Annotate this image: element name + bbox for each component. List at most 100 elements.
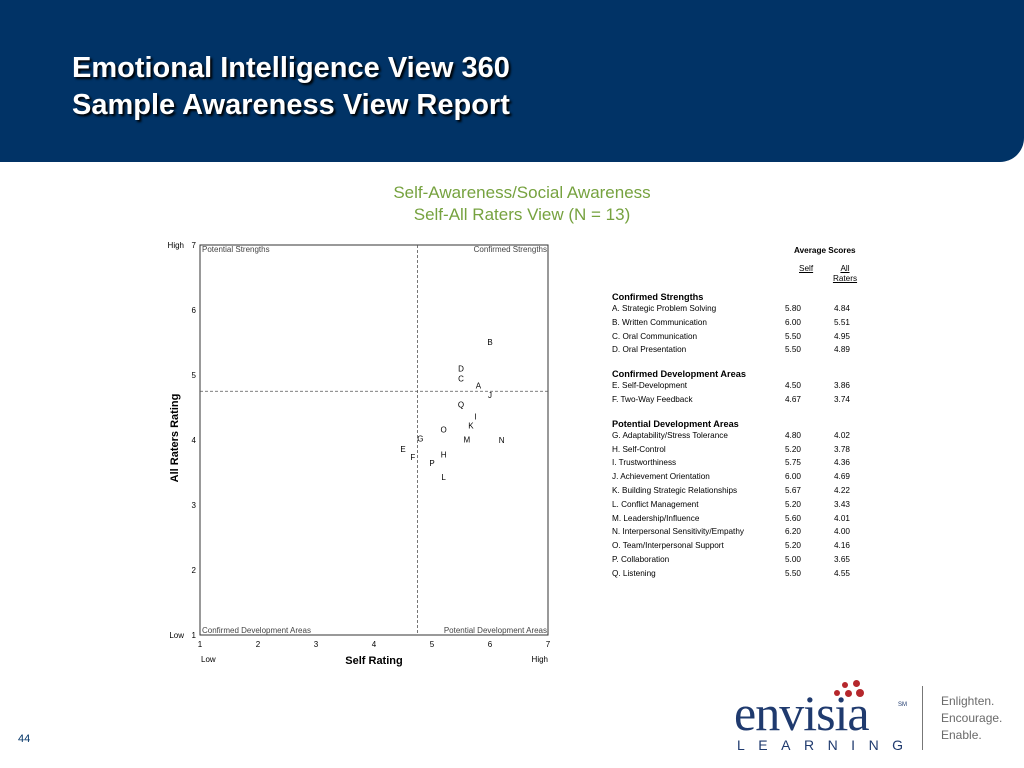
- row-all-raters-score: 4.01: [834, 513, 850, 523]
- tagline-line-1: Enlighten.: [941, 694, 995, 708]
- row-all-raters-score: 4.95: [834, 331, 850, 341]
- table-row: D. Oral Presentation 5.50 4.89: [612, 345, 872, 357]
- table-row: P. Collaboration 5.00 3.65: [612, 555, 872, 567]
- data-point-label: N: [499, 436, 505, 445]
- row-self-score: 5.60: [785, 513, 801, 523]
- row-self-score: 6.00: [785, 472, 801, 482]
- row-all-raters-score: 3.74: [834, 395, 850, 404]
- y-low-label: Low: [169, 631, 184, 640]
- row-all-raters-score: 5.51: [834, 317, 850, 327]
- y-tick-label: 3: [192, 501, 197, 510]
- x-axis-title: Self Rating: [345, 655, 402, 667]
- row-self-score: 5.50: [785, 345, 801, 355]
- y-tick-label: 5: [192, 371, 197, 380]
- quadrant-label-bottom-left: Confirmed Development Areas: [202, 626, 311, 635]
- table-row: O. Team/Interpersonal Support 5.20 4.16: [612, 541, 872, 553]
- column-header-all-line1: All: [840, 264, 850, 273]
- row-all-raters-score: 4.69: [834, 472, 850, 482]
- y-tick-label: 2: [192, 566, 197, 575]
- quadrant-label-top-right: Confirmed Strengths: [474, 245, 547, 254]
- y-tick-label: 4: [192, 436, 197, 445]
- row-label: I. Trustworthiness: [612, 458, 677, 468]
- x-high-label: High: [532, 655, 548, 664]
- logo-divider: [922, 686, 923, 750]
- row-label: D. Oral Presentation: [612, 345, 687, 355]
- column-header-all-line2: Raters: [832, 274, 858, 283]
- row-self-score: 5.50: [785, 568, 801, 578]
- row-self-score: 5.20: [785, 499, 801, 509]
- row-self-score: 5.67: [785, 486, 801, 495]
- table-heading: Average Scores: [794, 246, 856, 255]
- x-tick-label: 5: [430, 640, 435, 649]
- row-all-raters-score: 4.22: [834, 486, 850, 495]
- plot-frame: [199, 244, 549, 636]
- row-label: L. Conflict Management: [612, 499, 699, 509]
- table-row: M. Leadership/Influence 5.60 4.01: [612, 514, 872, 526]
- data-point-label: F: [410, 453, 415, 462]
- row-label: K. Building Strategic Relationships: [612, 486, 738, 495]
- chart-title-block: Self-Awareness/Social Awareness Self-All…: [300, 182, 744, 226]
- logo-dot: [845, 690, 852, 697]
- table-row: J. Achievement Orientation 6.00 4.69: [612, 472, 872, 484]
- row-self-score: 5.20: [785, 444, 801, 454]
- row-all-raters-score: 4.00: [834, 527, 850, 537]
- table-row: Q. Listening 5.50 4.55: [612, 569, 872, 581]
- y-tick-label: 7: [192, 241, 197, 250]
- data-point-label: C: [458, 374, 464, 383]
- table-section-title: Confirmed Development Areas: [612, 369, 746, 380]
- data-point-label: P: [429, 459, 434, 468]
- column-header-self: Self: [799, 264, 814, 273]
- row-all-raters-score: 4.36: [834, 458, 850, 468]
- x-tick-label: 6: [488, 640, 493, 649]
- row-self-score: 4.50: [785, 381, 801, 391]
- row-label: E. Self-Development: [612, 381, 688, 391]
- row-label: C. Oral Communication: [612, 331, 698, 341]
- table-row: G. Adaptability/Stress Tolerance 4.80 4.02: [612, 431, 872, 443]
- row-label: M. Leadership/Influence: [612, 513, 700, 523]
- table-row: A. Strategic Problem Solving 5.80 4.84: [612, 304, 872, 316]
- row-all-raters-score: 3.86: [834, 381, 850, 391]
- table-row: K. Building Strategic Relationships 5.67 4…: [612, 486, 872, 498]
- table-row: N. Interpersonal Sensitivity/Empathy 6.20…: [612, 527, 872, 539]
- row-label: B. Written Communication: [612, 317, 707, 327]
- data-point-label: E: [400, 445, 405, 454]
- x-tick-label: 2: [256, 640, 261, 649]
- logo-service-mark: SM: [898, 702, 907, 708]
- y-tick-label: 1: [192, 631, 197, 640]
- data-point-label: Q: [458, 400, 464, 409]
- row-all-raters-score: 4.02: [834, 430, 850, 440]
- table-row: B. Written Communication 6.00 5.51: [612, 318, 872, 330]
- logo-dot: [834, 690, 840, 696]
- title-line-2: Sample Awareness View Report: [72, 89, 510, 121]
- row-all-raters-score: 3.78: [834, 444, 850, 454]
- row-self-score: 6.00: [785, 317, 801, 327]
- envisia-logo: envisia SM LEARNING Enlighten. Encourage…: [734, 680, 1024, 768]
- quadrant-label-bottom-right: Potential Development Areas: [444, 626, 547, 635]
- row-self-score: 6.20: [785, 527, 801, 537]
- row-all-raters-score: 3.65: [834, 555, 850, 564]
- x-tick-label: 3: [314, 640, 319, 649]
- table-row: H. Self-Control 5.20 3.78: [612, 445, 872, 457]
- tagline: Enlighten. Encourage. Enable.: [941, 693, 1002, 744]
- data-point-label: A: [476, 381, 482, 390]
- data-point-label: J: [488, 391, 492, 400]
- y-high-label: High: [168, 241, 184, 250]
- y-axis-title: All Raters Rating: [169, 394, 181, 483]
- row-self-score: 4.67: [785, 395, 801, 404]
- row-label: G. Adaptability/Stress Tolerance: [612, 430, 728, 440]
- title-line-1: Emotional Intelligence View 360: [72, 52, 510, 84]
- row-self-score: 5.00: [785, 555, 801, 564]
- page-number: 44: [18, 733, 31, 745]
- x-tick-label: 7: [546, 640, 551, 649]
- data-point-label: D: [458, 365, 464, 374]
- table-row: L. Conflict Management 5.20 3.43: [612, 500, 872, 512]
- logo-dot: [842, 682, 848, 688]
- table-row: C. Oral Communication 5.50 4.95: [612, 332, 872, 344]
- logo-dot: [856, 689, 864, 697]
- column-header-all-raters: All Raters: [830, 264, 860, 284]
- table-row: F. Two-Way Feedback 4.67 3.74: [612, 395, 872, 407]
- data-point-label: M: [463, 435, 470, 444]
- row-label: Q. Listening: [612, 568, 656, 578]
- row-label: N. Interpersonal Sensitivity/Empathy: [612, 527, 744, 537]
